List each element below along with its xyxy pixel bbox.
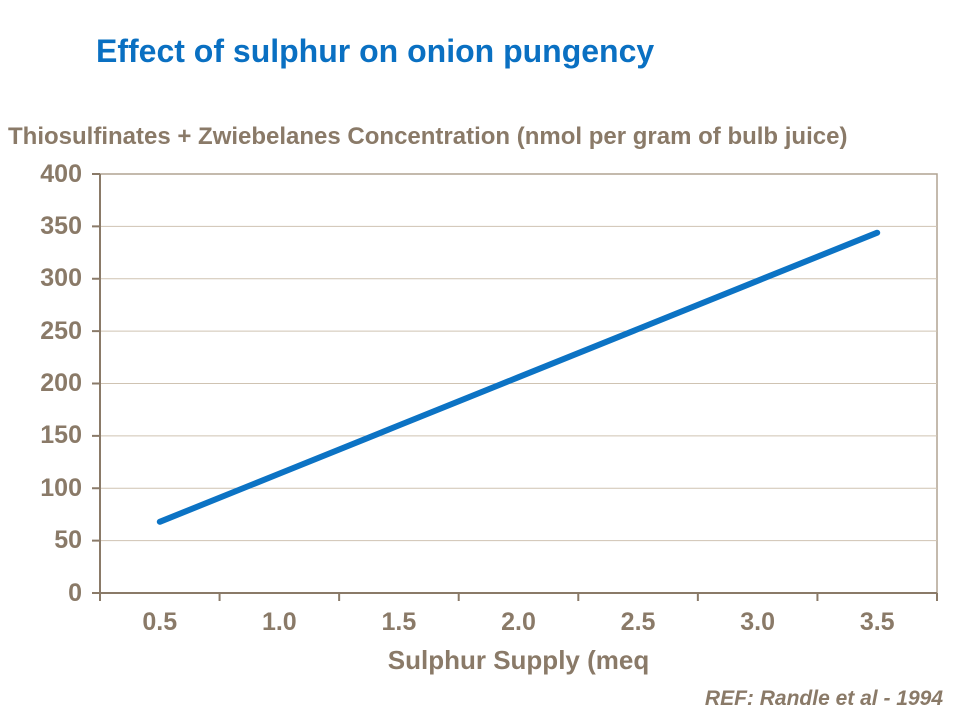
x-tick-label: 3.5: [859, 608, 895, 636]
x-tick-label: 3.0: [740, 608, 776, 636]
y-tick-label: 0: [68, 578, 82, 607]
x-tick-label: 0.5: [142, 608, 178, 636]
y-tick-label: 200: [40, 369, 82, 397]
y-tick-label: 100: [40, 473, 82, 502]
x-tick-label: 1.5: [381, 608, 417, 636]
y-tick-label: 250: [40, 316, 82, 345]
y-tick-label: 350: [40, 211, 82, 240]
y-tick-label: 50: [54, 526, 82, 555]
y-tick-label: 150: [40, 421, 82, 450]
x-tick-label: 2.5: [620, 608, 656, 636]
data-series-line: [156, 229, 881, 525]
x-tick-label: 1.0: [261, 608, 297, 636]
x-tick-label: 2.0: [501, 608, 536, 636]
y-axis-title: Thiosulfinates + Zwiebelanes Concentrati…: [8, 123, 848, 150]
chart-title: Effect of sulphur on onion pungency: [96, 33, 655, 69]
x-axis-title: Sulphur Supply (meq: [387, 645, 650, 675]
y-tick-label: 300: [40, 264, 82, 293]
reference-citation: REF: Randle et al - 1994: [704, 687, 943, 710]
y-tick-label: 400: [40, 159, 82, 188]
